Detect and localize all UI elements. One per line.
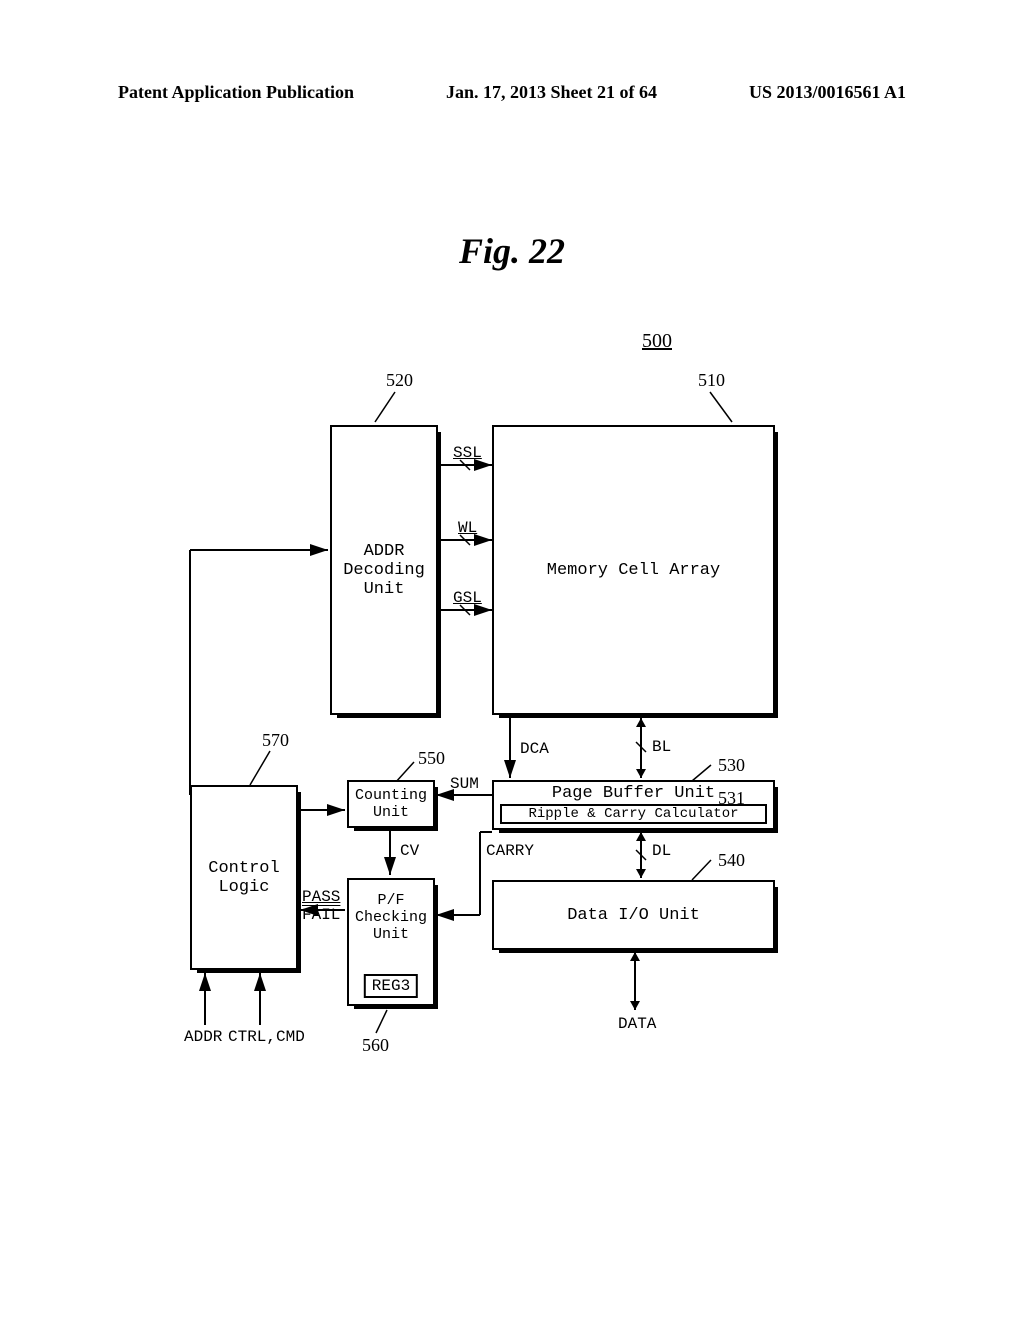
header-left: Patent Application Publication [118,82,354,103]
block-data-io: Data I/O Unit [492,880,775,950]
ref-540: 540 [718,850,745,871]
header-center: Jan. 17, 2013 Sheet 21 of 64 [446,82,657,103]
block-counting-unit: Counting Unit [347,780,435,828]
sig-ssl: SSL [453,444,482,462]
sig-gsl: GSL [453,589,482,607]
ref-531: 531 [718,788,745,809]
sig-cv: CV [400,842,419,860]
page-header: Patent Application Publication Jan. 17, … [0,82,1024,103]
ref-500: 500 [642,330,672,353]
sig-sum: SUM [450,775,479,793]
block-reg3: REG3 [364,974,418,998]
pf-checking-label: P/F Checking Unit [349,880,433,943]
block-control-logic: Control Logic [190,785,298,970]
ref-560: 560 [362,1035,389,1056]
sig-ctrl-cmd: CTRL,CMD [228,1028,305,1046]
sig-dl: DL [652,842,671,860]
block-pf-checking: P/F Checking Unit REG3 [347,878,435,1006]
sig-carry: CARRY [486,842,534,860]
ref-530: 530 [718,755,745,776]
sig-dca: DCA [520,740,549,758]
ref-510: 510 [698,370,725,391]
ref-570: 570 [262,730,289,751]
sig-addr: ADDR [184,1028,222,1046]
sig-pass: PASS [302,888,340,906]
sig-fail: FAIL [302,906,340,924]
block-memory-cell-array: Memory Cell Array [492,425,775,715]
page-root: Patent Application Publication Jan. 17, … [0,0,1024,1320]
sig-wl: WL [458,519,477,537]
ref-520: 520 [386,370,413,391]
block-addr-decoding: ADDR Decoding Unit [330,425,438,715]
sig-data: DATA [618,1015,656,1033]
sig-bl: BL [652,738,671,756]
figure-title: Fig. 22 [0,230,1024,272]
ref-550: 550 [418,748,445,769]
header-right: US 2013/0016561 A1 [749,82,906,103]
block-diagram: ADDR Decoding Unit Memory Cell Array Con… [170,370,890,1070]
